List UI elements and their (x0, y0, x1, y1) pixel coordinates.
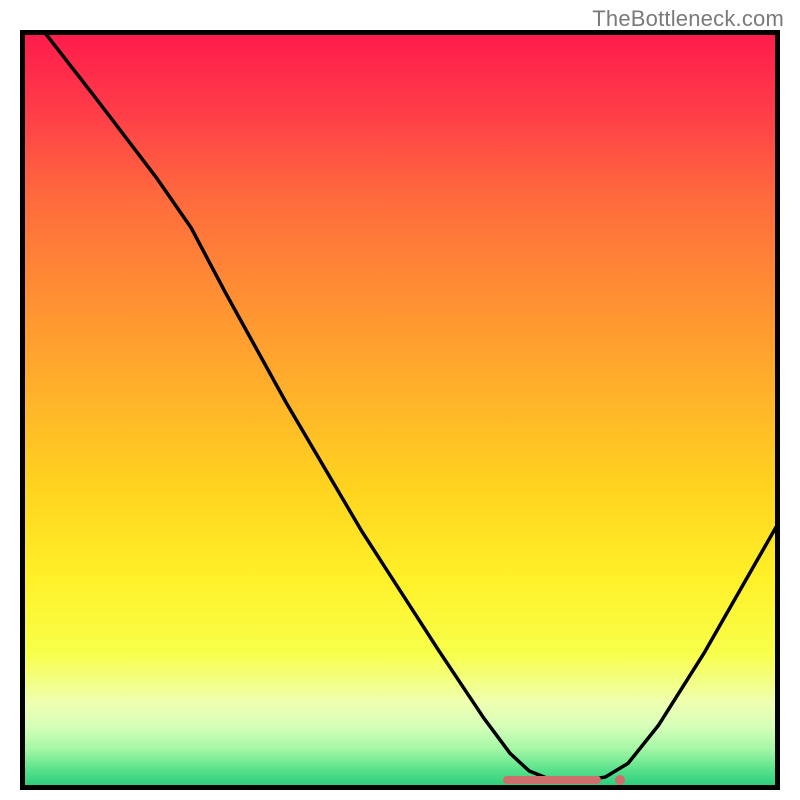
plot-area (20, 30, 780, 790)
watermark-text: TheBottleneck.com (592, 6, 784, 32)
chart-root: TheBottleneck.com (0, 0, 800, 800)
plot-outer (20, 30, 780, 790)
curve-line (20, 30, 780, 790)
valley-marker-bar (503, 776, 602, 784)
